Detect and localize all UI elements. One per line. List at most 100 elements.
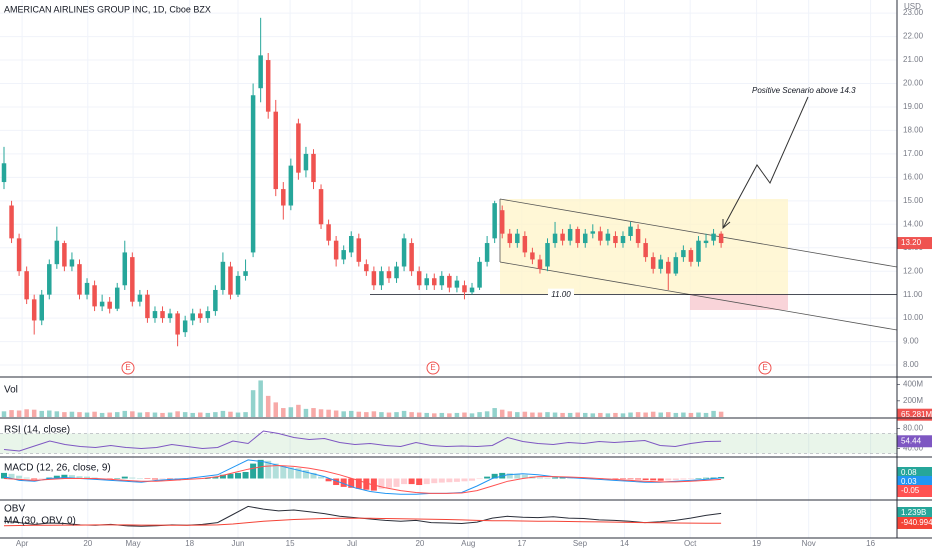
candle-body	[439, 275, 445, 286]
y-tick-label: 80.00	[903, 424, 924, 433]
y-tick-label: 20.00	[903, 79, 924, 88]
candle-body	[650, 257, 656, 269]
macd-hist-bar	[559, 477, 566, 479]
y-tick-label: 9.00	[903, 337, 919, 346]
macd-hist-bar	[106, 478, 113, 480]
macd-hist-bar	[514, 473, 521, 479]
macd-hist-bar	[680, 478, 687, 480]
volume-bar	[522, 411, 528, 417]
volume-bar	[688, 412, 694, 417]
volume-bar	[356, 411, 362, 417]
macd-hist-bar	[544, 478, 551, 479]
macd-hist-bar	[31, 478, 38, 480]
macd-hist-bar	[235, 472, 242, 479]
candle-body	[673, 257, 679, 274]
candle-body	[9, 205, 14, 239]
volume-bar	[462, 412, 467, 417]
candle-body	[605, 233, 611, 241]
value-badge-label: -0.05	[901, 486, 920, 495]
channel-upper	[499, 198, 898, 268]
earnings-label: E	[125, 363, 130, 372]
volume-bar	[190, 412, 195, 417]
macd-hist-bar	[355, 478, 362, 489]
y-tick-label: 400M	[903, 380, 923, 389]
loss-zone	[690, 294, 788, 310]
candle-body	[341, 250, 346, 260]
currency: USD	[904, 2, 921, 11]
volume-bar	[718, 411, 724, 417]
channel-lower	[499, 261, 898, 331]
candle-body	[620, 236, 626, 244]
value-badge-label: 54.44	[901, 436, 922, 445]
candle-body	[303, 153, 309, 171]
candle-body	[92, 285, 97, 307]
rsi-line	[3, 430, 722, 452]
macd-hist-bar	[536, 477, 543, 479]
volume-bar	[160, 412, 165, 417]
macd-hist-bar	[718, 477, 725, 479]
volume-bar	[311, 408, 316, 417]
candle-body	[560, 233, 565, 241]
macd-hist-bar	[265, 460, 272, 479]
macd-hist-bar	[151, 478, 158, 480]
macd-hist-bar	[129, 477, 136, 479]
volume-bar	[545, 412, 550, 417]
volume-bar	[711, 410, 716, 417]
macd-hist-bar	[159, 478, 166, 480]
volume-bar	[198, 412, 203, 417]
candle-body	[409, 243, 414, 272]
value-badge	[897, 435, 932, 448]
pane-title: Vol	[4, 385, 18, 396]
candle-body	[273, 111, 279, 190]
macd-hist-bar	[310, 472, 317, 479]
volume-bar	[613, 412, 618, 417]
volume-bar	[605, 413, 611, 417]
volume-bar	[537, 412, 543, 417]
earnings-marker	[758, 361, 772, 375]
earnings-label: E	[430, 363, 435, 372]
macd-hist-bar	[325, 478, 332, 482]
volume-bar	[16, 410, 22, 417]
volume-bar	[492, 408, 497, 417]
volume-bar	[273, 402, 279, 417]
volume-bar	[447, 413, 452, 417]
earnings-label: E	[762, 363, 767, 372]
volume-bar	[371, 411, 377, 417]
y-tick-label: 18.00	[903, 126, 924, 135]
candle-body	[515, 233, 520, 244]
obv-line	[3, 517, 722, 527]
volume-bar	[628, 412, 633, 417]
macd-hist-bar	[408, 478, 415, 485]
macd-hist-bar	[446, 478, 453, 483]
candle-body	[711, 233, 716, 241]
volume-bar	[9, 410, 14, 417]
candle-body	[145, 294, 150, 319]
macd-hist-bar	[461, 478, 468, 482]
y-tick-label: 40.00	[903, 444, 924, 453]
candle-body	[688, 250, 694, 262]
volume-bar	[220, 410, 226, 417]
macd-hist-bar	[46, 477, 53, 479]
x-tick-label: 20	[83, 539, 92, 548]
candle-body	[288, 165, 294, 206]
candle-body	[84, 282, 90, 295]
macd-hist-bar	[710, 477, 717, 479]
volume-bar	[341, 411, 346, 417]
earnings-markers: E E E	[121, 361, 772, 375]
volume-bar	[454, 412, 460, 417]
y-tick-label: 16.00	[903, 172, 924, 181]
macd-hist-bar	[318, 476, 325, 479]
macd-hist-bar	[204, 478, 211, 479]
value-badge	[897, 485, 932, 497]
volume-bar	[703, 412, 709, 417]
candle-body	[499, 210, 505, 234]
macd-hist-bar	[627, 478, 634, 480]
macd-hist-bar	[619, 478, 626, 480]
macd-hist-bar	[703, 477, 710, 479]
volume-bar	[409, 412, 414, 417]
macd-hist-bar	[635, 478, 642, 480]
value-badge-label: 0.08	[901, 468, 917, 477]
volume-bar	[635, 412, 641, 417]
macd-hist-bar	[393, 478, 400, 487]
macd-hist-bar	[272, 463, 279, 479]
